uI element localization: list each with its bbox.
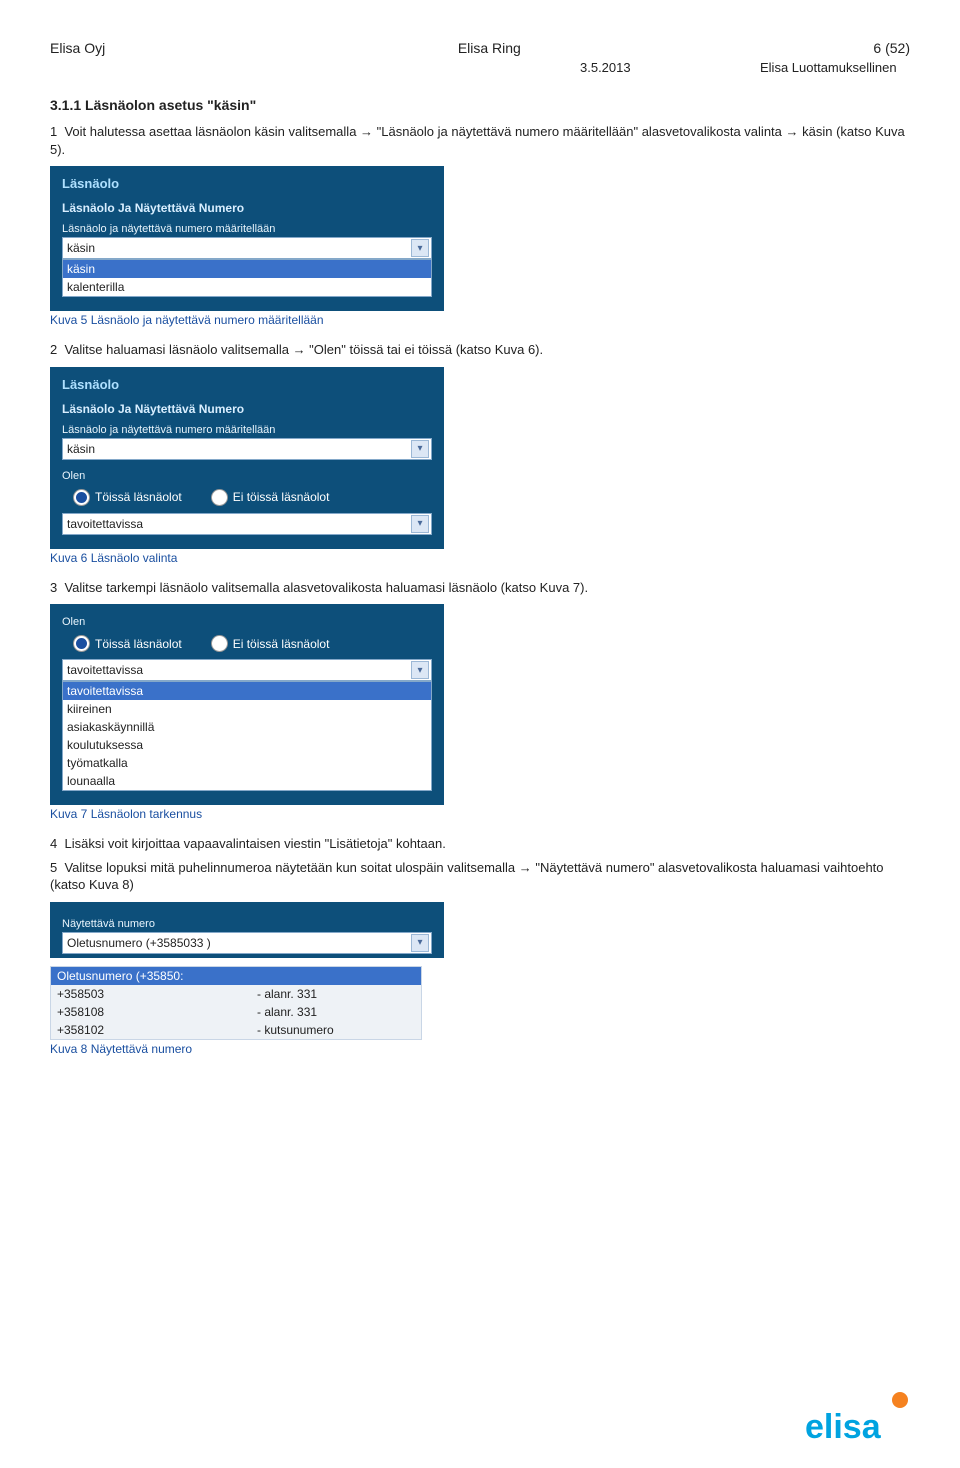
panel3-option[interactable]: koulutuksessa — [63, 736, 431, 754]
step-2-num: 2 — [50, 342, 57, 357]
panel1-select-value: käsin — [67, 241, 95, 255]
panel2-subtitle: Läsnäolo Ja Näytettävä Numero — [62, 402, 432, 416]
panel3-option[interactable]: asiakaskäynnillä — [63, 718, 431, 736]
panel1-option[interactable]: kalenterilla — [63, 278, 431, 296]
number-row[interactable]: +358108 - alanr. 331 — [51, 1003, 421, 1021]
panel1-option[interactable]: käsin — [63, 260, 431, 278]
number-right: - alanr. 331 — [257, 987, 317, 1001]
step-4-text: Lisäksi voit kirjoittaa vapaavalintaisen… — [64, 836, 445, 851]
panel-kuva6: Läsnäolo Läsnäolo Ja Näytettävä Numero L… — [50, 367, 444, 549]
panel3-option[interactable]: tavoitettavissa — [63, 682, 431, 700]
step-2-text: Valitse haluamasi läsnäolo valitsemalla … — [64, 342, 543, 357]
caption-kuva7: Kuva 7 Läsnäolon tarkennus — [50, 807, 910, 821]
number-row[interactable]: Oletusnumero (+35850: — [51, 967, 421, 985]
svg-text:elisa: elisa — [805, 1408, 882, 1446]
number-right: - kutsunumero — [257, 1023, 334, 1037]
panel1-title: Läsnäolo — [62, 176, 432, 191]
number-row[interactable]: +358102 - kutsunumero — [51, 1021, 421, 1039]
number-left: +358108 — [57, 1005, 257, 1019]
number-left: +358503 — [57, 987, 257, 1001]
radio-ei-toissa-label: Ei töissä läsnäolot — [233, 490, 330, 504]
dropdown-arrow-icon: ▾ — [411, 440, 429, 458]
number-left: +358102 — [57, 1023, 257, 1037]
page-number: 6 (52) — [873, 40, 910, 56]
elisa-logo: elisa — [800, 1388, 920, 1448]
radio-ei-toissa[interactable] — [212, 636, 227, 651]
number-left: Oletusnumero (+35850: — [57, 969, 257, 983]
doc-confidential: Elisa Luottamuksellinen — [760, 60, 910, 75]
step-4-num: 4 — [50, 836, 57, 851]
panel3-option[interactable]: kiireinen — [63, 700, 431, 718]
panel3-select[interactable]: tavoitettavissa ▾ — [62, 659, 432, 681]
panel2-select-tark[interactable]: tavoitettavissa ▾ — [62, 513, 432, 535]
dropdown-arrow-icon: ▾ — [411, 934, 429, 952]
step-5-num: 5 — [50, 860, 57, 875]
panel4-listbox[interactable]: Oletusnumero (+35850: +358503 - alanr. 3… — [50, 966, 422, 1040]
panel2-olen-label: Olen — [62, 470, 432, 482]
panel3-option[interactable]: työmatkalla — [63, 754, 431, 772]
panel3-olen-label: Olen — [62, 616, 432, 628]
dropdown-arrow-icon: ▾ — [411, 515, 429, 533]
caption-kuva6: Kuva 6 Läsnäolo valinta — [50, 551, 910, 565]
caption-kuva5: Kuva 5 Läsnäolo ja näytettävä numero mää… — [50, 313, 910, 327]
panel4-select-value: Oletusnumero (+3585033 ) — [67, 936, 211, 950]
panel1-select[interactable]: käsin ▾ — [62, 237, 432, 259]
panel3-listbox[interactable]: tavoitettavissa kiireinen asiakaskäynnil… — [62, 681, 432, 791]
panel3-option[interactable]: lounaalla — [63, 772, 431, 790]
radio-toissa[interactable] — [74, 490, 89, 505]
panel-kuva5: Läsnäolo Läsnäolo Ja Näytettävä Numero L… — [50, 166, 444, 311]
step-3-num: 3 — [50, 580, 57, 595]
dropdown-arrow-icon: ▾ — [411, 239, 429, 257]
panel2-select-maar[interactable]: käsin ▾ — [62, 438, 432, 460]
panel2-field-label: Läsnäolo ja näytettävä numero määritellä… — [62, 424, 432, 436]
section-heading: 3.1.1 Läsnäolon asetus "käsin" — [50, 97, 910, 113]
panel3-select-value: tavoitettavissa — [67, 663, 143, 677]
panel2-select2-value: tavoitettavissa — [67, 517, 143, 531]
radio-toissa-label: Töissä läsnäolot — [95, 637, 182, 651]
number-right: - alanr. 331 — [257, 1005, 317, 1019]
step-1-num: 1 — [50, 124, 57, 139]
panel1-subtitle: Läsnäolo Ja Näytettävä Numero — [62, 201, 432, 215]
panel-kuva8: Näytettävä numero Oletusnumero (+3585033… — [50, 902, 444, 958]
radio-ei-toissa[interactable] — [212, 490, 227, 505]
panel1-field-label: Läsnäolo ja näytettävä numero määritellä… — [62, 223, 432, 235]
radio-ei-toissa-label: Ei töissä läsnäolot — [233, 637, 330, 651]
step-5-text: Valitse lopuksi mitä puhelinnumeroa näyt… — [50, 860, 884, 893]
header-left: Elisa Oyj — [50, 40, 105, 56]
step-3-text: Valitse tarkempi läsnäolo valitsemalla a… — [64, 580, 588, 595]
panel2-title: Läsnäolo — [62, 377, 432, 392]
panel4-field-label: Näytettävä numero — [62, 918, 432, 930]
panel-kuva7: Olen Töissä läsnäolot Ei töissä läsnäolo… — [50, 604, 444, 805]
doc-date: 3.5.2013 — [580, 60, 700, 75]
panel4-select[interactable]: Oletusnumero (+3585033 ) ▾ — [62, 932, 432, 954]
radio-toissa[interactable] — [74, 636, 89, 651]
dropdown-arrow-icon: ▾ — [411, 661, 429, 679]
header-center: Elisa Ring — [458, 40, 521, 56]
radio-toissa-label: Töissä läsnäolot — [95, 490, 182, 504]
panel2-select-value: käsin — [67, 442, 95, 456]
number-row[interactable]: +358503 - alanr. 331 — [51, 985, 421, 1003]
caption-kuva8: Kuva 8 Näytettävä numero — [50, 1042, 910, 1056]
panel1-listbox[interactable]: käsin kalenterilla — [62, 259, 432, 297]
step-1-text: Voit halutessa asettaa läsnäolon käsin v… — [50, 124, 905, 157]
